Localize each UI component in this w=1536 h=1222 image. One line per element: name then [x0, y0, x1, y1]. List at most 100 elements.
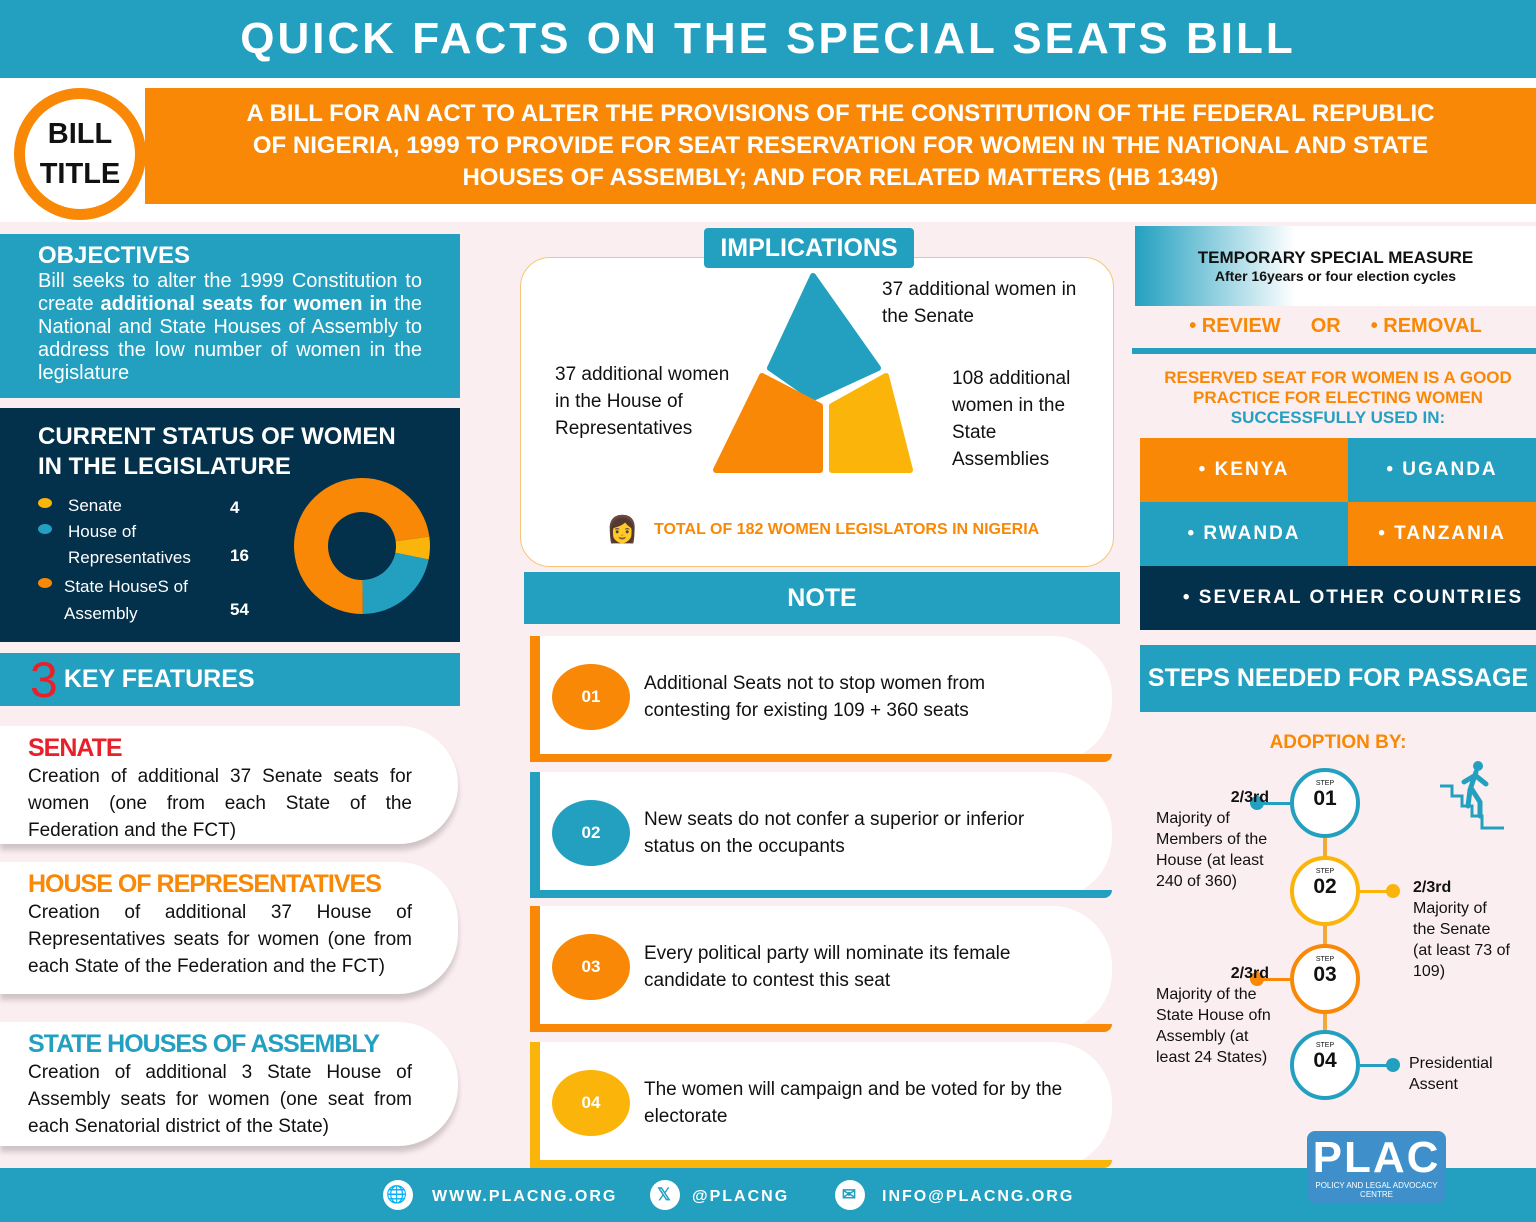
reserved-seats-text: RESERVED SEAT FOR WOMEN IS A GOOD PRACTI… — [1140, 368, 1536, 428]
removal-label: • REMOVAL — [1370, 314, 1482, 337]
step-circle: STEP 01 — [1290, 768, 1360, 838]
feature-text: Creation of additional 37 House of Repre… — [28, 902, 412, 977]
x-twitter-icon: 𝕏 — [650, 1180, 680, 1210]
tsm-title: TEMPORARY SPECIAL MEASURE — [1197, 248, 1474, 267]
feature-card-senate: SENATE Creation of additional 37 Senate … — [0, 726, 458, 844]
objectives-text-bold: additional seats for women in — [100, 293, 388, 315]
objectives-panel: OBJECTIVES Bill seeks to alter the 1999 … — [0, 234, 460, 398]
donut-slice — [294, 478, 430, 614]
legend-house-2: Representatives — [68, 548, 191, 567]
feature-text: Creation of additional 37 Senate seats f… — [28, 766, 412, 841]
tsm-subtitle: After 16years or four election cycles — [1214, 268, 1457, 284]
objectives-text-post: the National and State Houses of Assembl… — [38, 293, 422, 384]
feature-title: HOUSE OF REPRESENTATIVES — [28, 870, 382, 898]
bill-title-badge: BILL TITLE — [14, 88, 146, 220]
logo-tagline: POLICY AND LEGAL ADVOCACY CENTRE — [1315, 1181, 1438, 1199]
note-text: Every political party will nominate its … — [644, 943, 1011, 991]
step-dot — [1250, 972, 1264, 986]
feature-text: Creation of additional 3 State House of … — [28, 1062, 412, 1137]
note-underline — [530, 1024, 1112, 1032]
implications-triangle-icon — [713, 273, 913, 473]
note-number: 04 — [552, 1070, 630, 1136]
implication-state: 108 additional women in the State Assemb… — [952, 368, 1071, 470]
value-house: 16 — [230, 546, 249, 565]
step-circle: STEP 04 — [1290, 1030, 1360, 1100]
step-text: Majority of the State House ofn Assembly… — [1156, 986, 1271, 1066]
step-connector-line — [1258, 802, 1290, 805]
email-icon: ✉ — [835, 1180, 865, 1210]
logo-name: PLAC — [1312, 1133, 1441, 1182]
review-label: • REVIEW — [1189, 314, 1281, 337]
review-removal: • REVIEW OR • REMOVAL — [1135, 306, 1536, 346]
step-bold: 2/3rd — [1413, 879, 1452, 896]
country-kenya: • KENYA — [1140, 438, 1348, 502]
country-others: • SEVERAL OTHER COUNTRIES — [1140, 566, 1536, 630]
note-text: Additional Seats not to stop women from … — [644, 673, 986, 721]
plac-logo: PLAC POLICY AND LEGAL ADVOCACY CENTRE — [1307, 1131, 1446, 1203]
note-item: 01 Additional Seats not to stop women fr… — [530, 636, 1112, 762]
value-senate: 4 — [230, 498, 240, 517]
country-rwanda: • RWANDA — [1140, 502, 1348, 566]
step-description: 2/3rd Majority of the Senate (at least 73… — [1413, 877, 1513, 982]
feature-card-house: HOUSE OF REPRESENTATIVES Creation of add… — [0, 862, 458, 994]
step-label: STEP — [1315, 868, 1335, 875]
step-label: STEP — [1315, 780, 1335, 787]
note-number: 01 — [552, 664, 630, 730]
step-circle: STEP 02 — [1290, 856, 1360, 926]
email-link[interactable]: INFO@PLACNG.ORG — [882, 1188, 1075, 1205]
note-underline — [530, 890, 1112, 898]
key-features-title: KEY FEATURES — [63, 665, 255, 693]
note-header: NOTE — [524, 572, 1120, 624]
step-dot — [1386, 884, 1400, 898]
step-text: Majority of Members of the House (at lea… — [1156, 810, 1268, 890]
legend-dot-house — [38, 524, 52, 534]
step-text: Presidential Assent — [1409, 1055, 1493, 1093]
legend-state-2: Assembly — [64, 604, 138, 623]
temporary-special-measure: TEMPORARY SPECIAL MEASURE After 16years … — [1135, 226, 1536, 306]
divider — [1132, 348, 1536, 354]
title-label: TITLE — [39, 158, 121, 190]
note-underline — [530, 754, 1112, 762]
note-item: 04 The women will campaign and be voted … — [530, 1042, 1112, 1168]
website-link[interactable]: WWW.PLACNG.ORG — [432, 1188, 618, 1205]
objectives-text-pre: Bill seeks to alter the 1999 Constitutio… — [38, 270, 422, 315]
step-bold: 2/3rd — [1230, 789, 1269, 806]
note-item: 03 Every political party will nominate i… — [530, 906, 1112, 1032]
step-number: 01 — [1313, 787, 1337, 810]
climbing-stairs-icon — [1440, 761, 1504, 830]
step-connector-line — [1360, 1064, 1392, 1067]
legend-dot-state — [38, 578, 52, 588]
adoption-label: ADOPTION BY: — [1269, 732, 1407, 753]
note-bar — [530, 1042, 540, 1168]
steps-header: STEPS NEEDED FOR PASSAGE — [1140, 645, 1536, 712]
status-donut-chart — [294, 478, 430, 614]
note-text: The women will campaign and be voted for… — [644, 1079, 1063, 1127]
step-number: 03 — [1313, 963, 1337, 986]
legend-senate: Senate — [68, 496, 122, 515]
value-state: 54 — [230, 600, 249, 619]
step-number: 02 — [1313, 875, 1337, 898]
step-connector-line — [1360, 890, 1392, 893]
step-text: Majority of the Senate (at least 73 of 1… — [1413, 900, 1510, 980]
note-number: 02 — [552, 800, 630, 866]
status-title: CURRENT STATUS OF WOMEN IN THE LEGISLATU… — [38, 423, 396, 480]
twitter-link[interactable]: @PLACNG — [692, 1188, 790, 1205]
key-features-count: 3 — [30, 651, 58, 708]
footer: 🌐 WWW.PLACNG.ORG 𝕏 @PLACNG ✉ INFO@PLACNG… — [0, 1168, 1536, 1222]
step-label: STEP — [1315, 956, 1335, 963]
step-label: STEP — [1315, 1042, 1335, 1049]
note-bar — [530, 636, 540, 762]
reserved-line1: RESERVED SEAT FOR WOMEN IS A GOOD PRACTI… — [1164, 368, 1512, 407]
implications-total: TOTAL OF 182 WOMEN LEGISLATORS IN NIGERI… — [654, 521, 1040, 538]
feature-title: SENATE — [28, 734, 123, 762]
or-label: OR — [1310, 314, 1341, 337]
page-title: QUICK FACTS ON THE SPECIAL SEATS BILL — [0, 0, 1536, 78]
current-status-panel: CURRENT STATUS OF WOMEN IN THE LEGISLATU… — [0, 408, 460, 642]
woman-avatar-icon: 👩 — [606, 514, 639, 544]
step-bold: 2/3rd — [1230, 965, 1269, 982]
step-dot — [1250, 796, 1264, 810]
note-underline — [530, 1160, 1112, 1168]
legend-state-1: State HouseS of — [64, 577, 188, 596]
note-bar — [530, 772, 540, 898]
step-circle: STEP 03 — [1290, 944, 1360, 1014]
